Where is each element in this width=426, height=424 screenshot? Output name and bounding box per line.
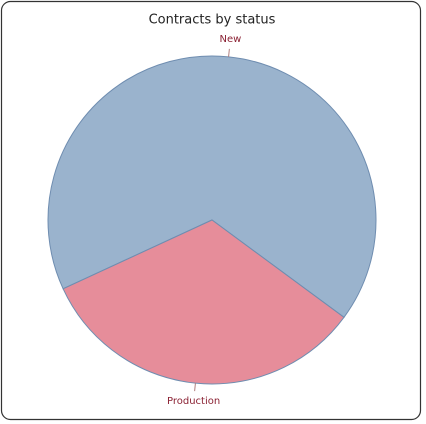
slice-label: New <box>219 34 241 45</box>
chart-title: Contracts by status <box>149 13 276 28</box>
slice-label: Production <box>167 396 220 407</box>
pie-slice <box>47 55 377 319</box>
leader-line <box>194 383 196 392</box>
leader-line <box>228 48 230 57</box>
